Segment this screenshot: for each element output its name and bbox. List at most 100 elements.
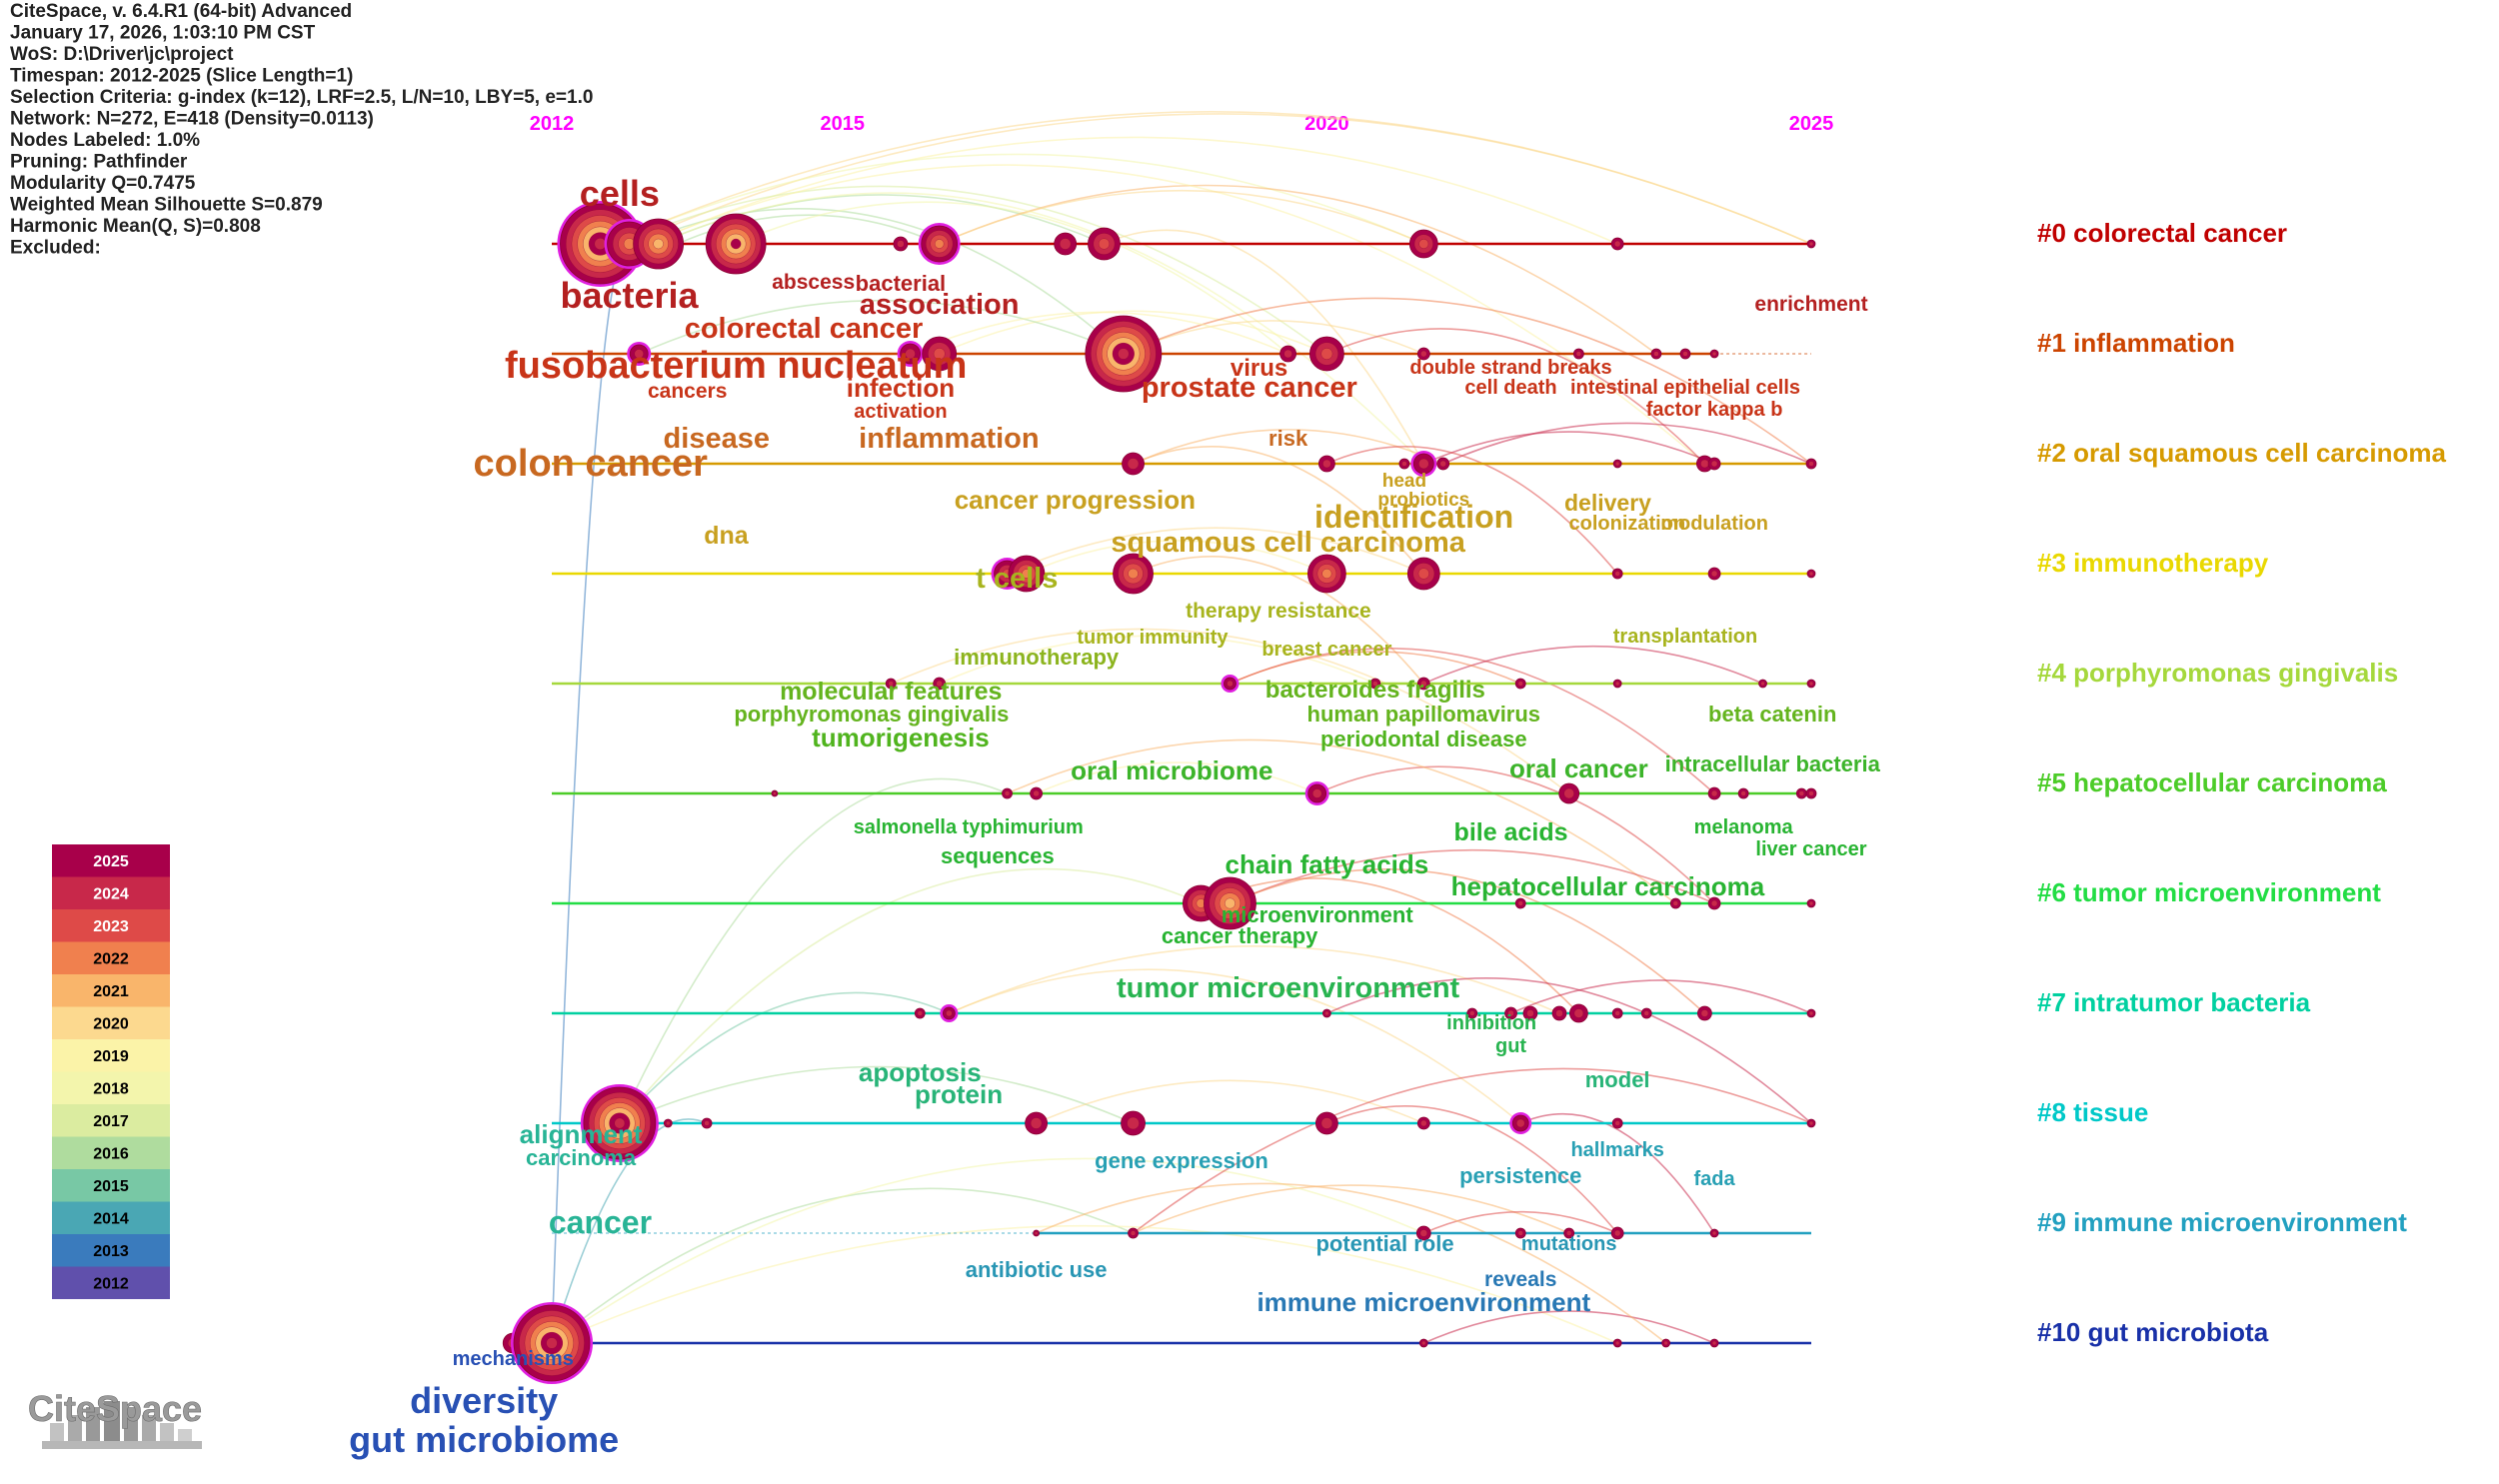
node-ring xyxy=(1034,1231,1039,1235)
header-line: January 17, 2026, 1:03:10 PM CST xyxy=(10,23,316,44)
link-arc xyxy=(551,1118,708,1344)
cluster-label: #8 tissue xyxy=(2037,1097,2148,1127)
keyword-node xyxy=(1709,349,1719,359)
link-arc xyxy=(551,1157,1424,1344)
keyword-label: abscess xyxy=(772,271,855,294)
keyword-node xyxy=(1406,557,1440,591)
legend-year-label: 2021 xyxy=(93,983,129,1000)
keyword-label: dna xyxy=(704,522,750,550)
keyword-node xyxy=(1321,1008,1331,1018)
link-arc xyxy=(1422,1210,1618,1234)
network-summary-header: CiteSpace, v. 6.4.R1 (64-bit) AdvancedJa… xyxy=(10,1,593,259)
legend-swatch xyxy=(52,1104,170,1137)
legend-swatch xyxy=(52,876,170,909)
node-ring xyxy=(1033,789,1040,797)
link-arc xyxy=(619,185,1327,355)
keyword-label: intestinal epithelial cells xyxy=(1570,377,1800,399)
link-arc xyxy=(619,777,1008,1124)
keyword-node xyxy=(1025,1111,1049,1135)
link-arc xyxy=(1230,848,1715,904)
node-ring xyxy=(1711,1230,1717,1236)
cluster-labels: #0 colorectal cancer #1 inflammation #2 or… xyxy=(2037,218,2446,1347)
keyword-label: sequences xyxy=(941,843,1055,868)
keyword-label: colon cancer xyxy=(474,443,709,485)
link-arc xyxy=(735,201,1289,355)
year-axis: 2012 2015 2020 2025 xyxy=(530,113,1834,135)
node-ring xyxy=(546,1337,558,1349)
keyword-node xyxy=(1563,1227,1575,1239)
keyword-node xyxy=(897,341,924,367)
node-ring xyxy=(1808,1120,1814,1126)
keyword-label: diversity xyxy=(410,1380,558,1421)
link-arc xyxy=(619,1065,1134,1124)
keyword-label: tumor immunity xyxy=(1077,627,1229,649)
keyword-node xyxy=(1611,1117,1623,1129)
node-ring xyxy=(1322,459,1331,469)
link-arc xyxy=(1036,761,1318,794)
legend-swatch xyxy=(52,1169,170,1202)
keyword-node xyxy=(914,1007,926,1019)
node-ring xyxy=(653,238,664,250)
link-arc xyxy=(1007,527,1424,575)
keyword-label: colorectal cancer xyxy=(685,313,924,345)
node-ring xyxy=(1710,460,1718,468)
keyword-label: inflammation xyxy=(859,423,1039,455)
node-ring xyxy=(1517,900,1523,906)
link-arc xyxy=(1442,422,1812,465)
keyword-label: carcinoma xyxy=(526,1145,637,1170)
node-ring xyxy=(1127,1116,1140,1130)
legend-year-label: 2016 xyxy=(93,1146,129,1163)
keyword-label: mechanisms xyxy=(453,1348,574,1370)
link-arc xyxy=(1230,867,1705,1014)
keyword-node xyxy=(771,789,779,797)
keyword-label: infection xyxy=(847,373,955,403)
keyword-node xyxy=(1128,1227,1139,1239)
node-ring xyxy=(1566,1230,1572,1236)
node-ring xyxy=(1808,790,1814,796)
header-line: Harmonic Mean(Q, S)=0.808 xyxy=(10,216,261,237)
legend-year-label: 2020 xyxy=(93,1016,129,1033)
keyword-node xyxy=(1696,1005,1712,1021)
year-tick-label: 2025 xyxy=(1789,113,1834,135)
keyword-label: gene expression xyxy=(1095,1148,1268,1173)
node-ring xyxy=(1130,1230,1137,1236)
link-arc xyxy=(1201,877,1579,1014)
keyword-label: identification xyxy=(1314,499,1513,535)
link-arc xyxy=(1326,1105,1618,1234)
node-ring xyxy=(1710,789,1718,797)
link-arc xyxy=(619,991,950,1124)
link-arc xyxy=(1230,651,1521,685)
cluster-label: #0 colorectal cancer xyxy=(2037,218,2287,248)
node-ring xyxy=(935,239,945,249)
keyword-node xyxy=(1008,555,1046,593)
header-line: Selection Criteria: g-index (k=12), LRF=… xyxy=(10,87,593,108)
keyword-node xyxy=(701,1117,713,1129)
keyword-node xyxy=(893,236,909,252)
node-ring xyxy=(1808,1010,1814,1016)
keyword-node xyxy=(885,678,897,690)
header-line: Nodes Labeled: 1.0% xyxy=(10,130,200,151)
keyword-node xyxy=(1308,336,1344,372)
keyword-node xyxy=(1088,227,1121,261)
keyword-label: cancer therapy xyxy=(1162,923,1318,948)
keyword-node xyxy=(922,336,958,372)
node-ring xyxy=(1417,568,1429,580)
keyword-label: cell death xyxy=(1464,377,1556,399)
keyword-label: oral cancer xyxy=(1509,753,1648,783)
link-arc xyxy=(910,311,1288,355)
node-ring xyxy=(1098,238,1110,250)
keyword-node xyxy=(1279,345,1297,363)
keyword-node xyxy=(1806,1118,1816,1128)
cluster-timelines xyxy=(552,242,1811,1345)
node-ring xyxy=(1808,241,1814,247)
keyword-labels: cells abscess bacterial bacteria association… xyxy=(349,173,1880,1460)
legend-year-label: 2024 xyxy=(93,886,129,903)
keyword-node xyxy=(1610,1226,1624,1240)
keyword-label: tumorigenesis xyxy=(812,723,990,752)
node-ring xyxy=(1682,351,1688,357)
keyword-node xyxy=(633,218,685,270)
link-arc xyxy=(939,310,1327,355)
node-ring xyxy=(1469,1010,1475,1016)
node-ring xyxy=(1324,1010,1329,1016)
keyword-label: liver cancer xyxy=(1755,838,1866,860)
